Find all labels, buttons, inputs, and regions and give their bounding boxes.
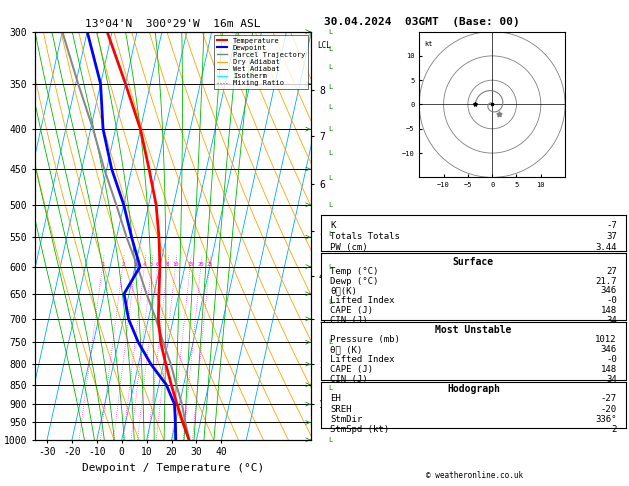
Text: kt: kt <box>424 41 433 47</box>
Text: L: L <box>328 104 332 110</box>
Text: 27: 27 <box>606 267 616 276</box>
Legend: Temperature, Dewpoint, Parcel Trajectory, Dry Adiabat, Wet Adiabat, Isotherm, Mi: Temperature, Dewpoint, Parcel Trajectory… <box>214 35 308 89</box>
Text: L: L <box>328 84 332 90</box>
Text: Hodograph: Hodograph <box>447 384 500 394</box>
Text: 10: 10 <box>172 261 179 267</box>
Text: θᴇ (K): θᴇ (K) <box>330 345 362 354</box>
Text: Surface: Surface <box>453 257 494 266</box>
Text: 336°: 336° <box>595 415 616 424</box>
Text: L: L <box>328 384 332 391</box>
Text: LCL: LCL <box>317 41 331 50</box>
Text: 6: 6 <box>156 261 159 267</box>
Text: K: K <box>330 222 335 230</box>
Text: 20: 20 <box>198 261 204 267</box>
Text: PW (cm): PW (cm) <box>330 243 367 252</box>
Text: Temp (°C): Temp (°C) <box>330 267 378 276</box>
Text: 3: 3 <box>133 261 136 267</box>
Text: L: L <box>328 46 332 52</box>
Text: 25: 25 <box>206 261 213 267</box>
X-axis label: Dewpoint / Temperature (°C): Dewpoint / Temperature (°C) <box>82 463 264 473</box>
Text: 1: 1 <box>101 261 104 267</box>
Y-axis label: hPa: hPa <box>0 226 1 246</box>
Text: L: L <box>328 64 332 70</box>
Text: 15: 15 <box>187 261 193 267</box>
Text: CAPE (J): CAPE (J) <box>330 365 373 374</box>
Text: L: L <box>328 202 332 208</box>
Text: CIN (J): CIN (J) <box>330 375 367 384</box>
Text: Most Unstable: Most Unstable <box>435 325 511 335</box>
Text: 21.7: 21.7 <box>595 277 616 286</box>
Text: -0: -0 <box>606 296 616 305</box>
Text: StmDir: StmDir <box>330 415 362 424</box>
Text: L: L <box>328 174 332 181</box>
Text: 346: 346 <box>601 345 616 354</box>
Text: L: L <box>328 437 332 443</box>
Text: Lifted Index: Lifted Index <box>330 355 394 364</box>
Text: Lifted Index: Lifted Index <box>330 296 394 305</box>
Text: -27: -27 <box>601 395 616 403</box>
Text: 148: 148 <box>601 365 616 374</box>
Text: L: L <box>328 231 332 237</box>
Y-axis label: km
ASL: km ASL <box>337 226 352 245</box>
Text: 1012: 1012 <box>595 335 616 344</box>
Text: Totals Totals: Totals Totals <box>330 232 400 242</box>
Title: 13°04'N  300°29'W  16m ASL: 13°04'N 300°29'W 16m ASL <box>85 19 261 30</box>
Text: 3.44: 3.44 <box>595 243 616 252</box>
Text: L: L <box>328 299 332 305</box>
Text: θᴇ(K): θᴇ(K) <box>330 286 357 295</box>
Text: 5: 5 <box>150 261 153 267</box>
Text: 37: 37 <box>606 232 616 242</box>
Text: 2: 2 <box>611 425 616 434</box>
Text: -20: -20 <box>601 404 616 414</box>
Text: EH: EH <box>330 395 341 403</box>
Text: L: L <box>328 150 332 156</box>
Text: L: L <box>328 126 332 132</box>
Text: CAPE (J): CAPE (J) <box>330 306 373 315</box>
Text: L: L <box>328 339 332 345</box>
Text: -7: -7 <box>606 222 616 230</box>
Text: 8: 8 <box>166 261 169 267</box>
Text: 2: 2 <box>121 261 125 267</box>
Text: 30.04.2024  03GMT  (Base: 00): 30.04.2024 03GMT (Base: 00) <box>324 17 520 27</box>
Text: -0: -0 <box>606 355 616 364</box>
Text: L: L <box>328 29 332 35</box>
Text: 148: 148 <box>601 306 616 315</box>
Text: StmSpd (kt): StmSpd (kt) <box>330 425 389 434</box>
Text: CIN (J): CIN (J) <box>330 316 367 325</box>
Text: SREH: SREH <box>330 404 352 414</box>
Text: Pressure (mb): Pressure (mb) <box>330 335 400 344</box>
Text: 4: 4 <box>143 261 146 267</box>
Text: Dewp (°C): Dewp (°C) <box>330 277 378 286</box>
Text: © weatheronline.co.uk: © weatheronline.co.uk <box>426 471 523 480</box>
Text: 34: 34 <box>606 375 616 384</box>
Text: L: L <box>328 263 332 270</box>
Text: 34: 34 <box>606 316 616 325</box>
Text: 346: 346 <box>601 286 616 295</box>
